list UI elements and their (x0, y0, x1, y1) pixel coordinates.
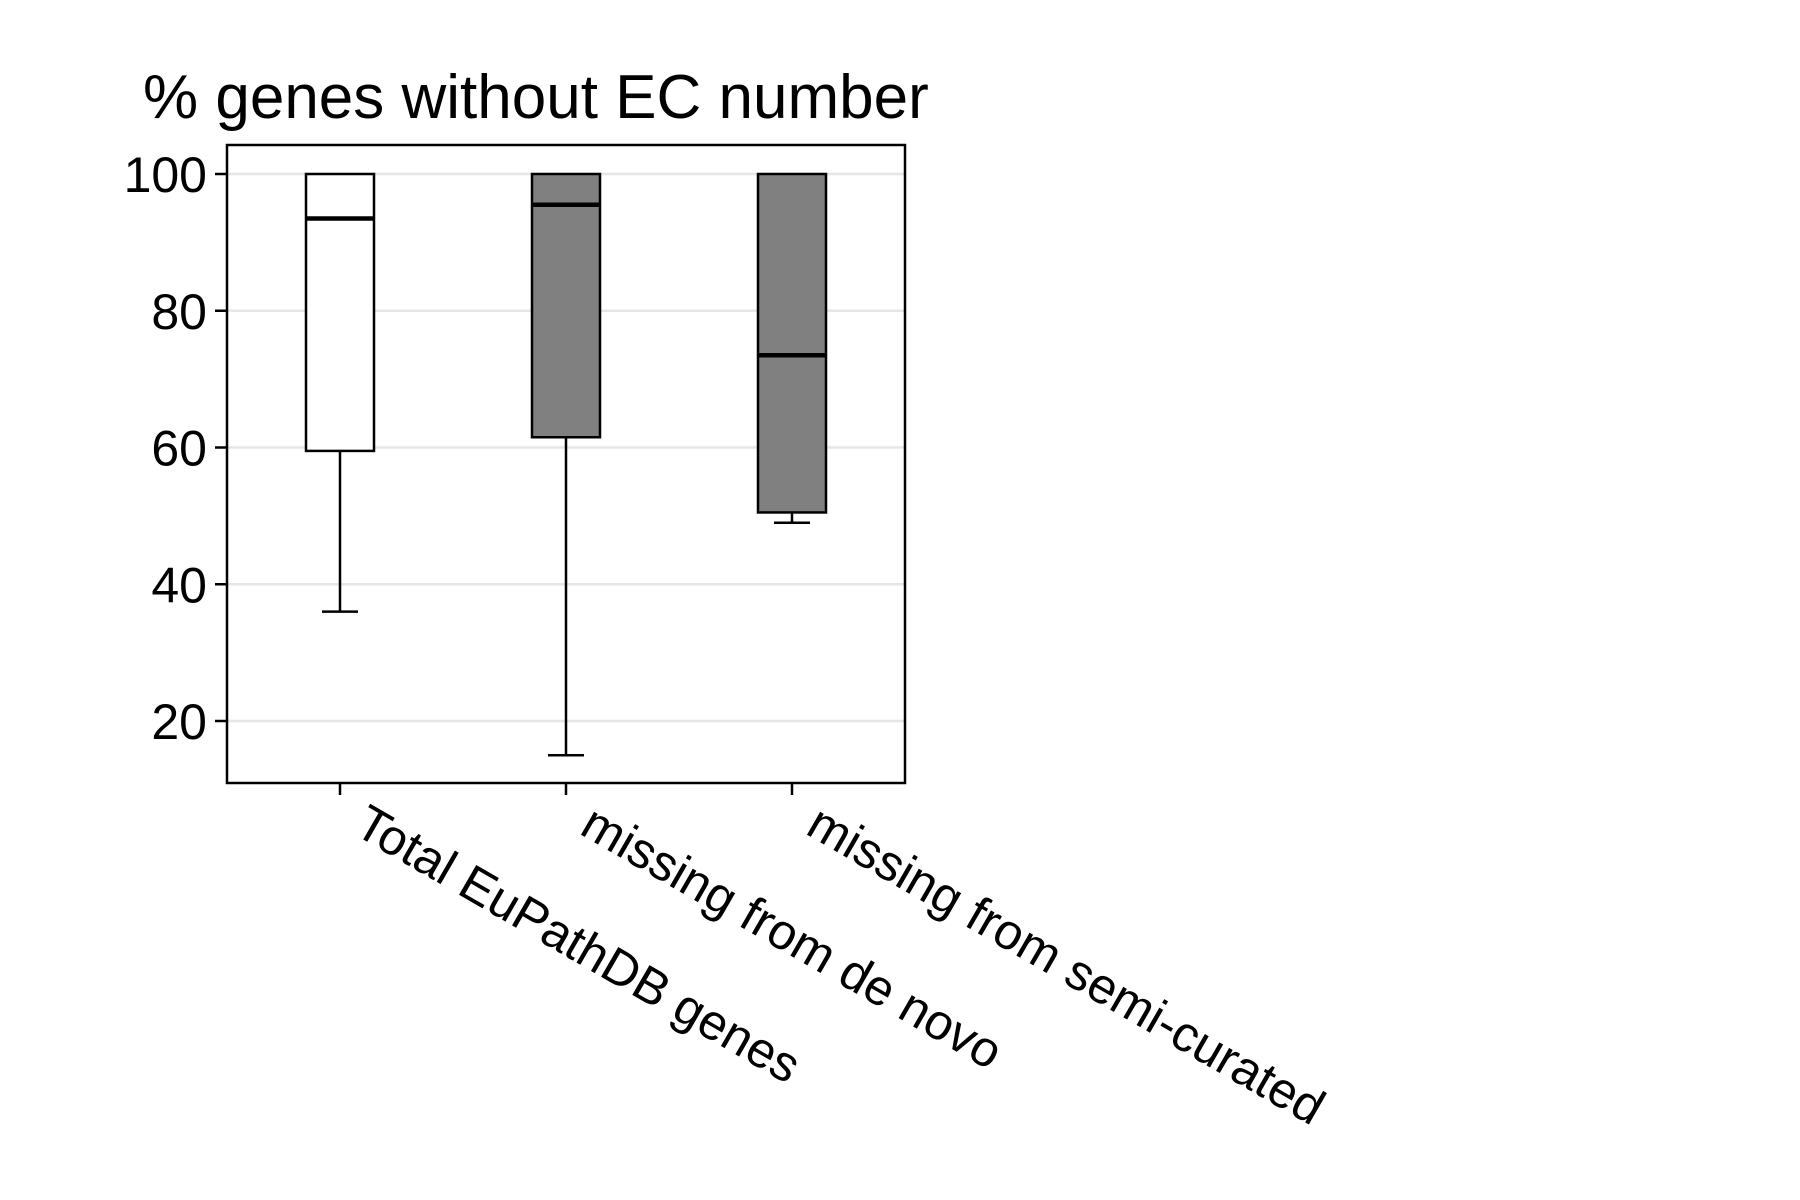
box-3 (756, 172, 828, 514)
y-tick-label: 60 (151, 421, 207, 477)
box-1 (304, 172, 376, 453)
boxes (304, 172, 828, 757)
y-tick-label: 80 (151, 284, 207, 340)
box-2 (530, 172, 602, 439)
chart-title: % genes without EC number (143, 63, 929, 132)
y-tick-label: 100 (124, 147, 207, 203)
y-tick-label: 40 (151, 557, 207, 613)
y-axis-ticks: 20 40 60 80 100 (124, 147, 227, 750)
y-tick-label: 20 (151, 694, 207, 750)
